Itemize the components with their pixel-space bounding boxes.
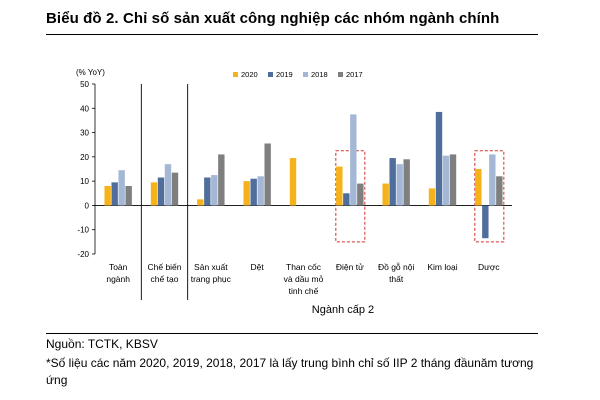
x-tick-label: Đồ gỗ nội xyxy=(378,262,414,272)
y-tick-label: 50 xyxy=(80,80,89,89)
x-tick-label: ngành xyxy=(106,274,130,284)
bar-2017-2 xyxy=(218,154,225,206)
x-tick-label: trang phục xyxy=(191,274,232,284)
legend-label-2018: 2018 xyxy=(311,70,328,79)
bar-2020-3 xyxy=(243,181,250,206)
chart-legend: 2020 2019 2018 2017 xyxy=(233,70,363,79)
legend-label-2020: 2020 xyxy=(241,70,258,79)
x-tick-label: Chế biến xyxy=(147,262,181,272)
bar-2020-1 xyxy=(150,182,158,206)
bar-2019-6 xyxy=(389,158,396,206)
y-tick-label: 20 xyxy=(80,153,89,162)
bar-2018-3 xyxy=(257,176,264,206)
bar-2018-2 xyxy=(211,175,218,206)
legend-swatch-2017 xyxy=(338,72,343,77)
bar-2017-8 xyxy=(496,176,503,206)
chart-labels: -20 -10 0 10 20 30 40 50 (% YoY) Toàn ngành Chế biế… xyxy=(76,68,500,316)
footnote: *Số liệu các năm 2020, 2019, 2018, 2017 … xyxy=(46,356,534,387)
bar-2018-5 xyxy=(350,114,357,206)
bar-2019-8 xyxy=(482,205,489,239)
x-tick-label: Dệt xyxy=(251,262,265,272)
bar-2018-6 xyxy=(396,164,403,206)
title-underline xyxy=(46,34,538,35)
bar-2017-6 xyxy=(403,159,410,206)
bar-2017-7 xyxy=(449,154,457,206)
bar-2018-1 xyxy=(164,164,172,206)
bar-2019-2 xyxy=(204,177,211,206)
x-tick-label: thất xyxy=(389,274,404,284)
bar-2018-7 xyxy=(442,155,450,206)
y-tick-label: -20 xyxy=(77,250,89,259)
x-tick-label: Điện tử xyxy=(336,262,364,272)
y-axis-label: (% YoY) xyxy=(76,68,105,77)
bar-2017-0 xyxy=(125,186,132,206)
chart-axes xyxy=(92,83,512,300)
y-tick-label: 0 xyxy=(85,201,90,210)
y-tick-label: 10 xyxy=(80,177,89,186)
bar-2020-7 xyxy=(428,188,436,206)
x-tick-label: Dược xyxy=(478,262,500,272)
bar-2019-7 xyxy=(435,111,443,206)
y-tick-label: -10 xyxy=(77,226,89,235)
bar-2017-5 xyxy=(357,183,364,206)
y-tick-label: 30 xyxy=(80,129,89,138)
legend-label-2017: 2017 xyxy=(346,70,363,79)
bar-2020-0 xyxy=(104,186,111,206)
x-tick-label: Than cốc xyxy=(286,262,322,272)
x-axis-label: Ngành cấp 2 xyxy=(312,304,374,316)
x-tick-label: Toàn xyxy=(109,262,128,272)
legend-label-2019: 2019 xyxy=(276,70,293,79)
bar-2020-6 xyxy=(382,183,389,206)
bar-2019-3 xyxy=(250,178,257,206)
bar-2019-1 xyxy=(157,177,165,206)
bar-2018-8 xyxy=(489,154,496,206)
y-tick-label: 40 xyxy=(80,104,89,113)
x-tick-label: và dầu mỏ xyxy=(284,274,324,284)
legend-swatch-2018 xyxy=(303,72,308,77)
x-tick-label: tinh chế xyxy=(289,286,319,296)
chart-title: Biểu đồ 2. Chỉ số sản xuất công nghiệp c… xyxy=(46,10,500,27)
chart-bars xyxy=(104,111,503,239)
x-tick-label: chế tạo xyxy=(151,274,179,284)
bar-2017-3 xyxy=(264,143,271,206)
x-tick-label: Sản xuất xyxy=(194,262,228,272)
bar-2020-2 xyxy=(197,199,204,206)
bar-2020-8 xyxy=(475,169,482,206)
bar-2018-0 xyxy=(118,170,125,206)
bar-2017-1 xyxy=(171,172,179,206)
bar-2019-0 xyxy=(111,182,118,206)
legend-swatch-2020 xyxy=(233,72,238,77)
x-tick-label: Kim loại xyxy=(427,262,457,272)
footer-divider xyxy=(46,333,538,334)
source-note: Nguồn: TCTK, KBSV xyxy=(46,337,158,351)
bar-2020-5 xyxy=(336,166,343,206)
legend-swatch-2019 xyxy=(268,72,273,77)
bar-2019-5 xyxy=(343,193,350,206)
bar-2020-4 xyxy=(289,158,297,206)
